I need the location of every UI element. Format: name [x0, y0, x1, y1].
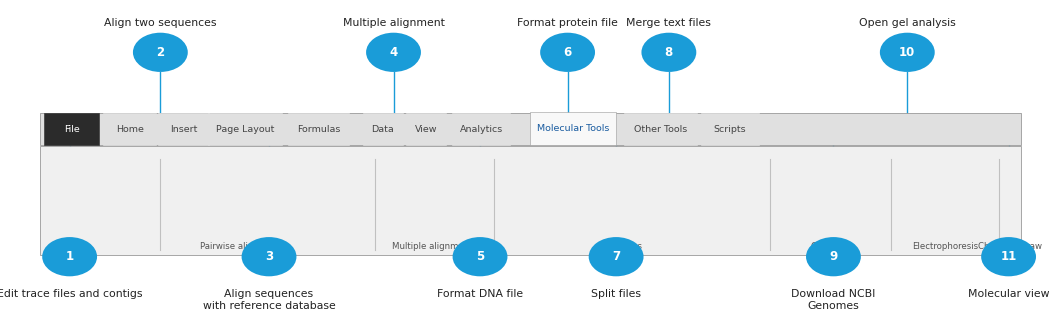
FancyBboxPatch shape [624, 113, 697, 145]
FancyBboxPatch shape [103, 113, 156, 145]
Text: 10: 10 [899, 46, 916, 59]
Text: Format DNA file: Format DNA file [437, 289, 523, 300]
Ellipse shape [540, 33, 595, 72]
Ellipse shape [981, 237, 1036, 276]
Text: Edit trace files and contigs: Edit trace files and contigs [0, 289, 142, 300]
Text: Multiple alignment: Multiple alignment [343, 18, 444, 28]
Text: Merge text files: Merge text files [627, 18, 711, 28]
FancyBboxPatch shape [363, 113, 403, 145]
Text: 9: 9 [829, 250, 838, 263]
Ellipse shape [589, 237, 644, 276]
FancyBboxPatch shape [288, 113, 349, 145]
Ellipse shape [242, 237, 296, 276]
Text: Scripts: Scripts [714, 125, 746, 133]
Text: Home: Home [116, 125, 143, 133]
Text: Download NCBI
Genomes: Download NCBI Genomes [791, 289, 876, 311]
Text: Page Layout: Page Layout [215, 125, 274, 133]
Text: Formulas: Formulas [296, 125, 341, 133]
Ellipse shape [806, 237, 861, 276]
FancyBboxPatch shape [452, 113, 511, 145]
Text: 4: 4 [389, 46, 398, 59]
Text: Open gel analysis: Open gel analysis [859, 18, 956, 28]
Text: 11: 11 [1000, 250, 1017, 263]
FancyBboxPatch shape [208, 113, 282, 145]
Text: 8: 8 [665, 46, 673, 59]
Text: 1: 1 [65, 250, 74, 263]
FancyBboxPatch shape [40, 113, 1021, 145]
Text: 7: 7 [612, 250, 620, 263]
Ellipse shape [42, 237, 97, 276]
FancyBboxPatch shape [44, 113, 99, 145]
Text: Insert: Insert [170, 125, 197, 133]
Ellipse shape [133, 33, 188, 72]
Text: Pairwise alignment: Pairwise alignment [199, 242, 282, 251]
Text: Electrophoresis: Electrophoresis [913, 242, 978, 251]
Text: Align two sequences: Align two sequences [104, 18, 216, 28]
Text: View: View [415, 125, 438, 133]
Text: Data: Data [371, 125, 395, 133]
Text: 6: 6 [563, 46, 572, 59]
FancyBboxPatch shape [701, 113, 760, 145]
Ellipse shape [453, 237, 507, 276]
Text: Analytics: Analytics [460, 125, 502, 133]
Text: Genomes: Genomes [811, 242, 851, 251]
Text: Format protein file: Format protein file [517, 18, 618, 28]
Text: Chemical draw: Chemical draw [978, 242, 1041, 251]
Text: Split files: Split files [591, 289, 641, 300]
Text: 5: 5 [476, 250, 484, 263]
FancyBboxPatch shape [406, 113, 446, 145]
FancyBboxPatch shape [40, 146, 1021, 255]
Ellipse shape [641, 33, 696, 72]
FancyBboxPatch shape [530, 112, 616, 145]
FancyBboxPatch shape [158, 113, 209, 145]
Ellipse shape [880, 33, 935, 72]
Text: Multiple alignments: Multiple alignments [392, 242, 477, 251]
Text: 2: 2 [156, 46, 165, 59]
Text: Files: Files [624, 242, 642, 251]
Text: 3: 3 [265, 250, 273, 263]
Text: Molecular view: Molecular view [967, 289, 1050, 300]
Ellipse shape [366, 33, 421, 72]
Text: Other Tools: Other Tools [634, 125, 687, 133]
Text: Align sequences
with reference database: Align sequences with reference database [203, 289, 335, 311]
Text: File: File [64, 125, 79, 133]
Text: Molecular Tools: Molecular Tools [537, 124, 609, 133]
